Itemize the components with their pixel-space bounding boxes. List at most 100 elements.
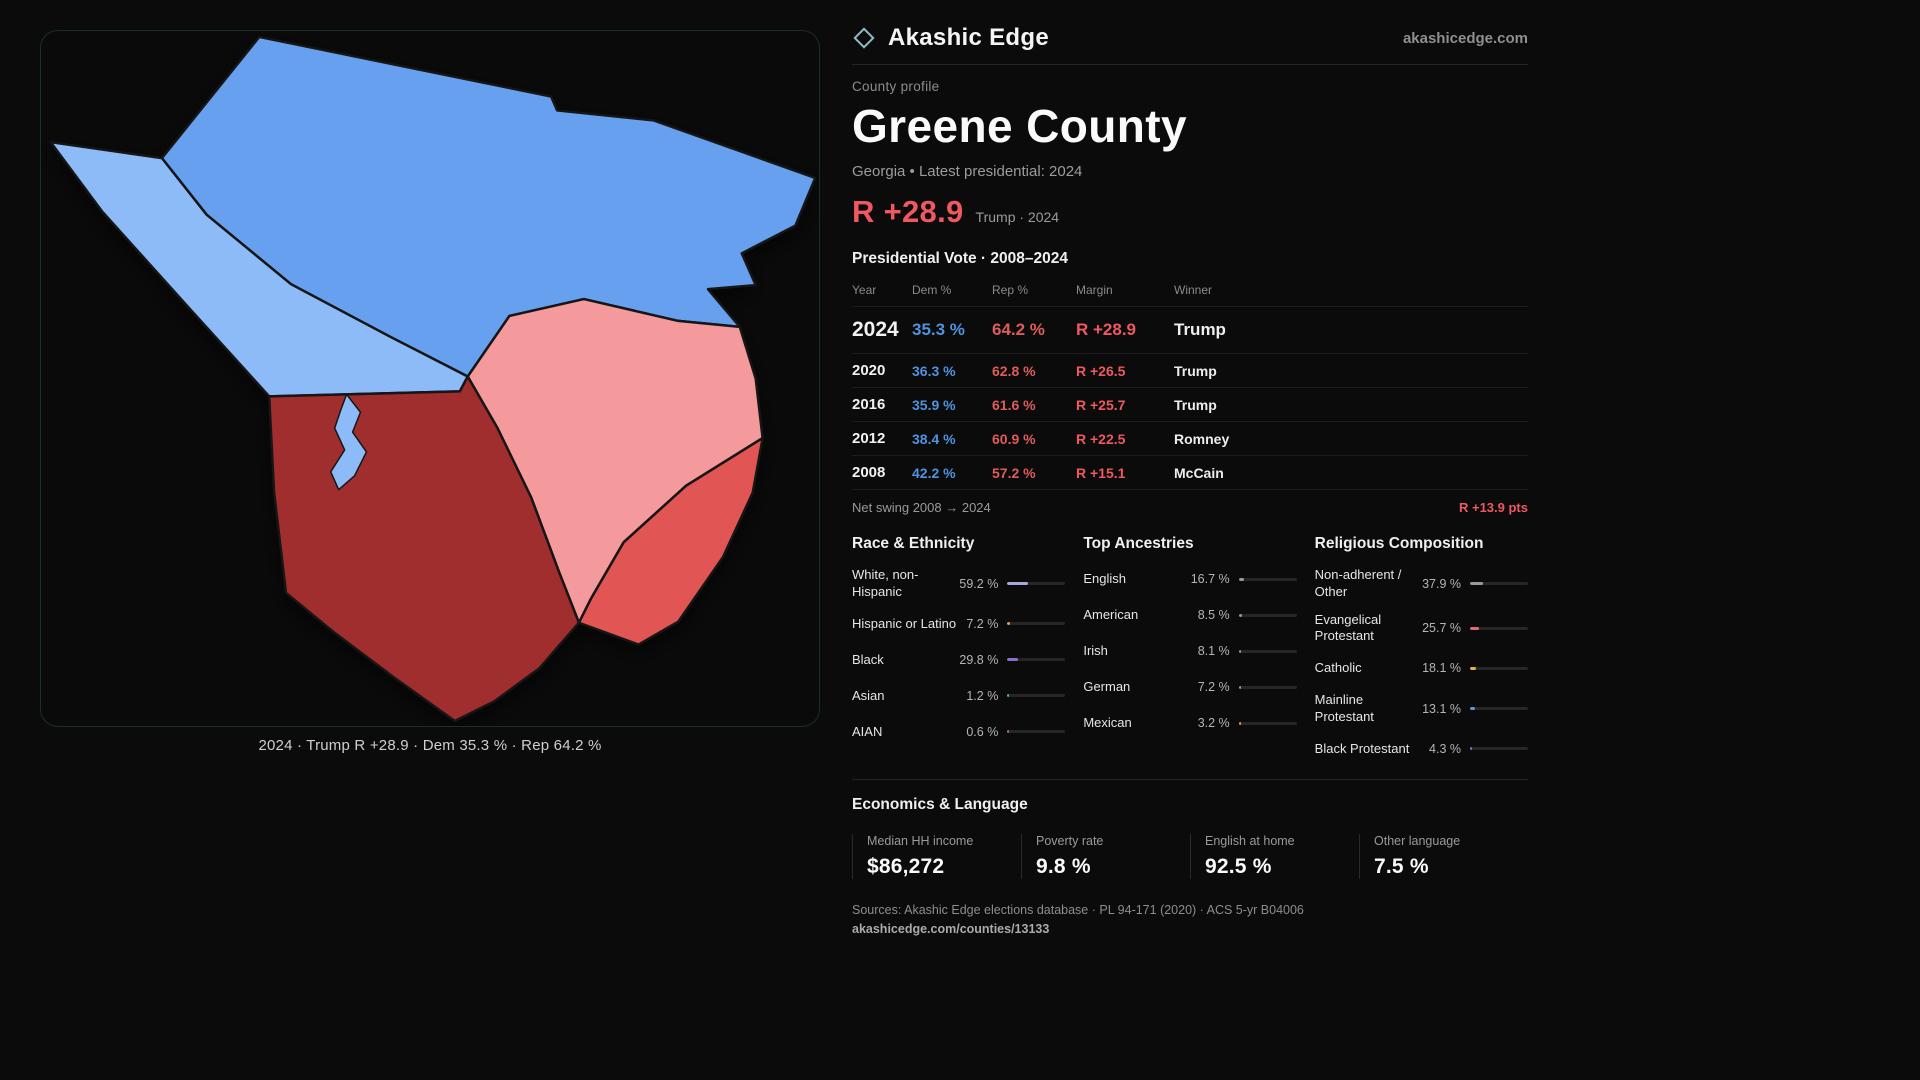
race-ethnicity-title: Race & Ethnicity (852, 535, 975, 553)
mini-bar-fill (1238, 577, 1245, 581)
demo-row: AIAN 0.6 % (852, 720, 1066, 744)
map-lake[interactable] (329, 393, 368, 491)
vote-table-title: Presidential Vote · 2008–2024 (852, 250, 1068, 268)
vote-winner: Trump (1174, 396, 1217, 413)
vote-margin: R +15.1 (1076, 464, 1126, 481)
economics-title: Economics & Language (852, 795, 1028, 813)
demo-label: Asian (852, 687, 885, 703)
mini-bar-fill (1007, 694, 1010, 698)
demo-row: Black Protestant 4.3 % (1315, 737, 1528, 761)
profile-subtitle: Georgia • Latest presidential: 2024 (852, 163, 1083, 181)
mini-bar-track (1469, 666, 1528, 670)
headline-margin-context: Trump · 2024 (975, 209, 1060, 226)
demo-value: 1.2 % (966, 688, 999, 703)
demo-row: English 16.7 % (1083, 567, 1297, 591)
vote-table-header: Year Dem % Rep % Margin Winner (852, 276, 1528, 306)
stat-poverty-rate: Poverty rate 9.8 % (1021, 833, 1190, 879)
vote-row-2020: 2020 36.3 % 62.8 % R +26.5 Trump (852, 353, 1528, 387)
stat-english-at-home: English at home 92.5 % (1190, 833, 1359, 879)
stat-value: 92.5 % (1205, 854, 1272, 878)
mini-bar-fill (1007, 730, 1010, 734)
mini-bar-track (1469, 747, 1528, 751)
demo-value: 16.7 % (1190, 572, 1230, 587)
mini-bar-track (1238, 577, 1297, 581)
demo-row: Mexican 3.2 % (1083, 711, 1297, 735)
demo-row: Irish 8.1 % (1083, 639, 1297, 663)
stat-median-income: Median HH income $86,272 (852, 833, 1021, 879)
stat-other-language: Other language 7.5 % (1359, 833, 1528, 879)
demo-label: Mainline Protestant (1314, 692, 1374, 724)
demographics-section: Race & Ethnicity White, non-Hispanic 59.… (852, 527, 1528, 773)
footer-sources: Sources: Akashic Edge elections database… (852, 902, 1304, 917)
ancestries-column: Top Ancestries English 16.7 % American 8… (1083, 527, 1297, 773)
demo-value: 7.2 % (966, 616, 999, 631)
net-swing-label: Net swing 2008 → 2024 (852, 500, 991, 516)
mini-bar-track (1469, 707, 1528, 711)
ancestries-title: Top Ancestries (1083, 535, 1194, 553)
demo-row: German 7.2 % (1083, 675, 1297, 699)
col-year: Year (852, 283, 877, 298)
brand-name: Akashic Edge (888, 24, 1049, 51)
mini-bar-track (1469, 626, 1528, 630)
brand-domain-link[interactable]: akashicedge.com (1402, 29, 1528, 47)
county-map-panel (40, 30, 820, 727)
col-margin: Margin (1076, 283, 1113, 298)
demo-row: White, non-Hispanic 59.2 % (852, 567, 1066, 600)
demo-value: 37.9 % (1422, 576, 1461, 591)
mini-bar-track (1007, 730, 1066, 734)
demo-label: American (1083, 607, 1139, 623)
demo-label: English (1083, 571, 1126, 587)
vote-dem: 42.2 % (912, 464, 956, 481)
mini-bar-track (1238, 613, 1297, 617)
economics-stats: Median HH income $86,272 Poverty rate 9.… (852, 833, 1528, 879)
demo-row: American 8.5 % (1083, 603, 1297, 627)
vote-rep: 64.2 % (992, 320, 1045, 340)
vote-margin: R +22.5 (1076, 430, 1126, 447)
header-divider (852, 64, 1528, 65)
vote-dem: 35.3 % (912, 320, 965, 340)
demo-label: Evangelical Protestant (1314, 611, 1382, 644)
page-title: Greene County (852, 100, 1187, 152)
county-map (49, 35, 817, 723)
demo-row: Non-adherent / Other 37.9 % (1315, 567, 1528, 600)
stat-label: Poverty rate (1036, 833, 1104, 848)
vote-row-2024: 2024 35.3 % 64.2 % R +28.9 Trump (852, 306, 1528, 353)
demo-value: 8.1 % (1197, 644, 1230, 659)
vote-year: 2024 (852, 318, 899, 342)
mini-bar-fill (1238, 649, 1242, 653)
profile-kicker: County profile (852, 79, 940, 94)
stat-value: 9.8 % (1036, 854, 1091, 878)
diamond-logo-icon[interactable] (852, 26, 876, 50)
mini-bar-track (1007, 582, 1066, 586)
profile-panel: Akashic Edge akashicedge.com County prof… (852, 24, 1528, 938)
stat-label: Other language (1374, 833, 1461, 848)
mini-bar-fill (1238, 721, 1241, 725)
mini-bar-fill (1469, 747, 1472, 751)
mini-bar-fill (1238, 613, 1242, 617)
mini-bar-fill (1469, 582, 1484, 586)
demo-value: 8.5 % (1197, 608, 1230, 623)
demo-value: 25.7 % (1422, 621, 1461, 636)
stat-label: Median HH income (867, 833, 974, 848)
vote-year: 2008 (852, 464, 886, 482)
demo-label: White, non-Hispanic (852, 567, 919, 599)
net-swing-value: R +13.9 pts (1458, 500, 1528, 516)
mini-bar-track (1469, 582, 1528, 586)
brand: Akashic Edge (852, 24, 1049, 52)
demo-label: Black (852, 651, 884, 667)
vote-rep: 60.9 % (992, 430, 1036, 447)
demo-label: German (1083, 679, 1131, 695)
vote-winner: Trump (1174, 320, 1226, 340)
mini-bar-fill (1238, 685, 1242, 689)
mini-bar-fill (1469, 707, 1475, 711)
vote-winner: Trump (1174, 362, 1217, 379)
demo-value: 7.2 % (1197, 680, 1230, 695)
vote-rep: 61.6 % (992, 396, 1036, 413)
footer-permalink[interactable]: akashicedge.com/counties/13133 (852, 921, 1050, 936)
map-region-southeast[interactable] (577, 436, 764, 646)
mini-bar-track (1007, 658, 1066, 662)
mini-bar-track (1238, 649, 1297, 653)
demo-value: 18.1 % (1422, 661, 1461, 676)
mini-bar-track (1007, 694, 1066, 698)
vote-year: 2012 (852, 430, 886, 448)
